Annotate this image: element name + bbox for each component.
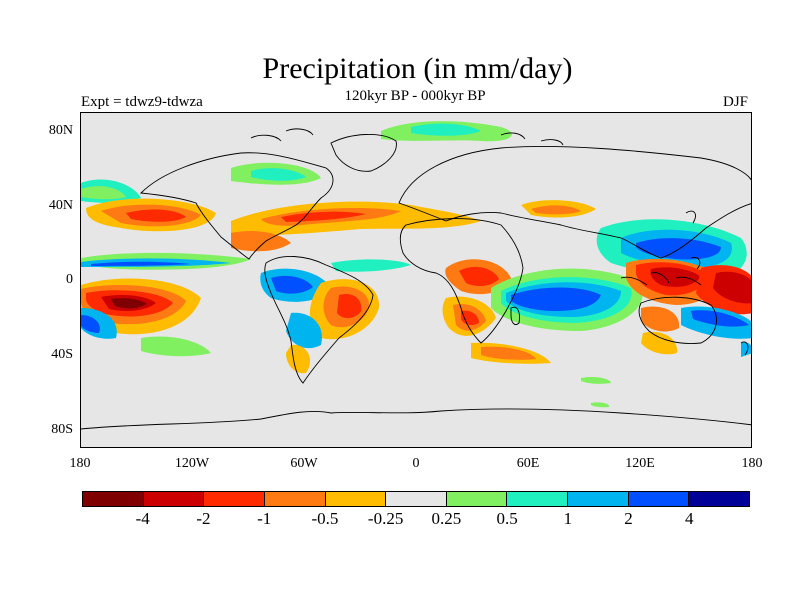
map-title: Precipitation (in mm/day) bbox=[262, 52, 573, 85]
coastline-japan bbox=[685, 210, 696, 224]
colorbar-label: 0.5 bbox=[496, 509, 518, 528]
anomaly-patch bbox=[286, 344, 311, 374]
colorbar-label: 2 bbox=[624, 509, 633, 528]
colorbar-swatch bbox=[628, 492, 690, 506]
colorbar-swatch bbox=[264, 492, 326, 506]
anomaly-patch bbox=[581, 376, 611, 384]
anomaly-patch bbox=[691, 310, 749, 327]
anomaly-patch bbox=[286, 312, 322, 349]
colorbar-swatch bbox=[143, 492, 205, 506]
x-tick-label: 120E bbox=[625, 456, 655, 471]
colorbar-label: 4 bbox=[685, 509, 694, 528]
x-tick-label: 0 bbox=[412, 456, 420, 471]
x-tick-label: 180 bbox=[69, 456, 91, 471]
anomaly-patch bbox=[81, 315, 100, 333]
colorbar-swatch bbox=[507, 492, 569, 506]
colorbar-label: 0.25 bbox=[431, 509, 462, 528]
anomaly-patch bbox=[231, 231, 291, 252]
anomaly-patch bbox=[337, 293, 362, 319]
anomaly-patch bbox=[641, 306, 680, 332]
y-tick-label: 0 bbox=[66, 272, 73, 287]
coastline-antarctica bbox=[81, 408, 751, 430]
x-tick-label: 60E bbox=[516, 456, 540, 471]
coastline-madagascar bbox=[510, 306, 520, 326]
colorbar-swatch bbox=[446, 492, 508, 506]
coastline-indonesia bbox=[620, 256, 702, 286]
anomaly-patch bbox=[91, 261, 191, 266]
colorbar-label: -0.25 bbox=[367, 509, 404, 528]
anomaly-patch bbox=[531, 205, 581, 215]
colorbar-label: 1 bbox=[563, 509, 573, 528]
colorbar-swatch bbox=[568, 492, 629, 506]
coastline-south-america bbox=[264, 255, 374, 384]
y-tick-label: 80N bbox=[48, 123, 73, 138]
season-label: DJF bbox=[723, 94, 749, 110]
coastline-australia bbox=[638, 296, 717, 344]
anomaly-patch bbox=[126, 209, 186, 222]
map-panel bbox=[80, 112, 752, 448]
anomaly-patch bbox=[271, 275, 313, 294]
anomaly-patch bbox=[331, 259, 411, 272]
anomaly-patch bbox=[650, 267, 701, 287]
anomaly-patch bbox=[411, 123, 481, 136]
colorbar-swatch bbox=[386, 492, 447, 506]
colorbar bbox=[82, 491, 750, 507]
coastline-arctic-islands bbox=[250, 128, 564, 146]
experiment-label: Expt = tdwz9-tdwza bbox=[81, 94, 203, 110]
colorbar-label: -4 bbox=[135, 509, 150, 528]
anomaly-patch bbox=[511, 287, 601, 311]
anomaly-patch bbox=[741, 342, 751, 357]
map-subtitle: 120kyr BP - 000kyr BP bbox=[344, 88, 486, 104]
x-tick-label: 180 bbox=[741, 456, 763, 471]
anomaly-patch bbox=[459, 266, 499, 287]
precipitation-anomaly-map bbox=[81, 121, 751, 430]
anomaly-patch bbox=[713, 271, 751, 304]
anomaly-patch bbox=[251, 168, 306, 181]
colorbar-swatch bbox=[325, 492, 387, 506]
y-tick-label: 40S bbox=[51, 347, 73, 362]
x-tick-label: 120W bbox=[174, 456, 210, 471]
y-tick-label: 80S bbox=[51, 422, 73, 437]
colorbar-label: -1 bbox=[257, 509, 272, 528]
colorbar-swatch bbox=[689, 492, 750, 506]
anomaly-patch bbox=[141, 336, 211, 357]
anomaly-patch bbox=[111, 298, 147, 309]
y-tick-label: 40N bbox=[48, 198, 73, 213]
anomaly-shading bbox=[81, 121, 751, 408]
coastline-north-america bbox=[140, 152, 334, 260]
colorbar-label: -2 bbox=[196, 509, 211, 528]
colorbar-label: -0.5 bbox=[311, 509, 339, 528]
coastline-africa bbox=[399, 218, 524, 344]
anomaly-patch bbox=[481, 346, 536, 360]
coastline-eurasia bbox=[398, 145, 751, 259]
colorbar-swatch bbox=[204, 492, 265, 506]
x-tick-label: 60W bbox=[290, 456, 318, 471]
coastline-greenland bbox=[330, 133, 397, 172]
coastlines bbox=[81, 128, 751, 430]
coastline-new-zealand bbox=[740, 341, 749, 356]
anomaly-patch bbox=[591, 402, 610, 408]
colorbar-swatch bbox=[83, 492, 144, 506]
anomaly-patch bbox=[81, 186, 126, 200]
anomaly-patch bbox=[641, 331, 678, 355]
